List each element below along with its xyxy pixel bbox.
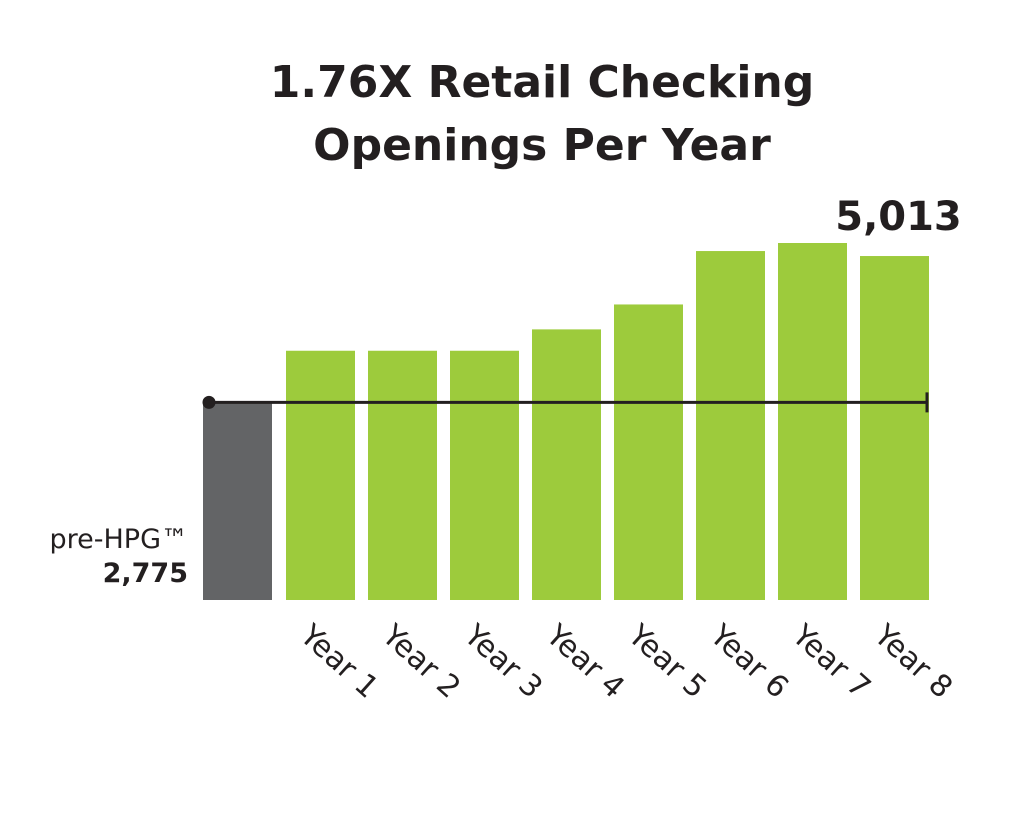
baseline-value-label: 2,775 bbox=[103, 558, 188, 589]
bar-year-4 bbox=[532, 329, 601, 600]
baseline-bar bbox=[203, 402, 272, 600]
tick-label-year-5: Year 5 bbox=[620, 617, 713, 705]
bar-year-2 bbox=[368, 350, 437, 600]
tick-label-year-6: Year 6 bbox=[702, 617, 795, 705]
tick-label-year-1: Year 1 bbox=[292, 617, 385, 705]
bar-year-1 bbox=[286, 350, 355, 600]
baseline-reference-line bbox=[202, 392, 929, 413]
tick-label-year-8: Year 8 bbox=[866, 617, 959, 705]
chart-title-line-2: Openings Per Year bbox=[313, 120, 771, 171]
chart-title-line-1: 1.76X Retail Checking bbox=[270, 57, 814, 108]
data-label-year-7: 5,013 bbox=[835, 194, 962, 240]
baseline-label: pre-HPG™ bbox=[49, 524, 188, 555]
reference-line-dot bbox=[202, 395, 216, 409]
tick-label-year-2: Year 2 bbox=[374, 617, 467, 705]
tick-label-year-3: Year 3 bbox=[456, 617, 549, 705]
bar-year-7 bbox=[778, 243, 847, 600]
tick-label-year-4: Year 4 bbox=[538, 617, 631, 705]
tick-label-year-7: Year 7 bbox=[784, 617, 877, 705]
bar-year-3 bbox=[450, 350, 519, 600]
bar-year-8 bbox=[860, 256, 929, 600]
bar-year-5 bbox=[614, 304, 683, 600]
bar-year-6 bbox=[696, 251, 765, 600]
chart-title: 1.76X Retail Checking Openings Per Year bbox=[270, 57, 814, 171]
bars bbox=[203, 243, 929, 600]
